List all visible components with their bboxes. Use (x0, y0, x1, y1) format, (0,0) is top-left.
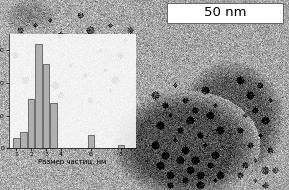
Bar (43, 63, 49, 148)
Bar (28, 99, 34, 148)
Bar (118, 145, 124, 148)
Bar (35, 44, 42, 148)
X-axis label: Размер частиц, нм: Размер частиц, нм (38, 159, 106, 165)
Bar (50, 103, 57, 148)
Text: 50 nm: 50 nm (204, 6, 246, 20)
Bar (88, 135, 94, 148)
Bar (20, 132, 27, 148)
Bar (13, 139, 20, 148)
Bar (167, 3, 283, 23)
